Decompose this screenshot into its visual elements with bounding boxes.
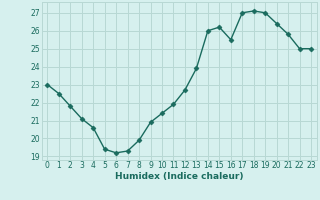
X-axis label: Humidex (Indice chaleur): Humidex (Indice chaleur) bbox=[115, 172, 244, 181]
